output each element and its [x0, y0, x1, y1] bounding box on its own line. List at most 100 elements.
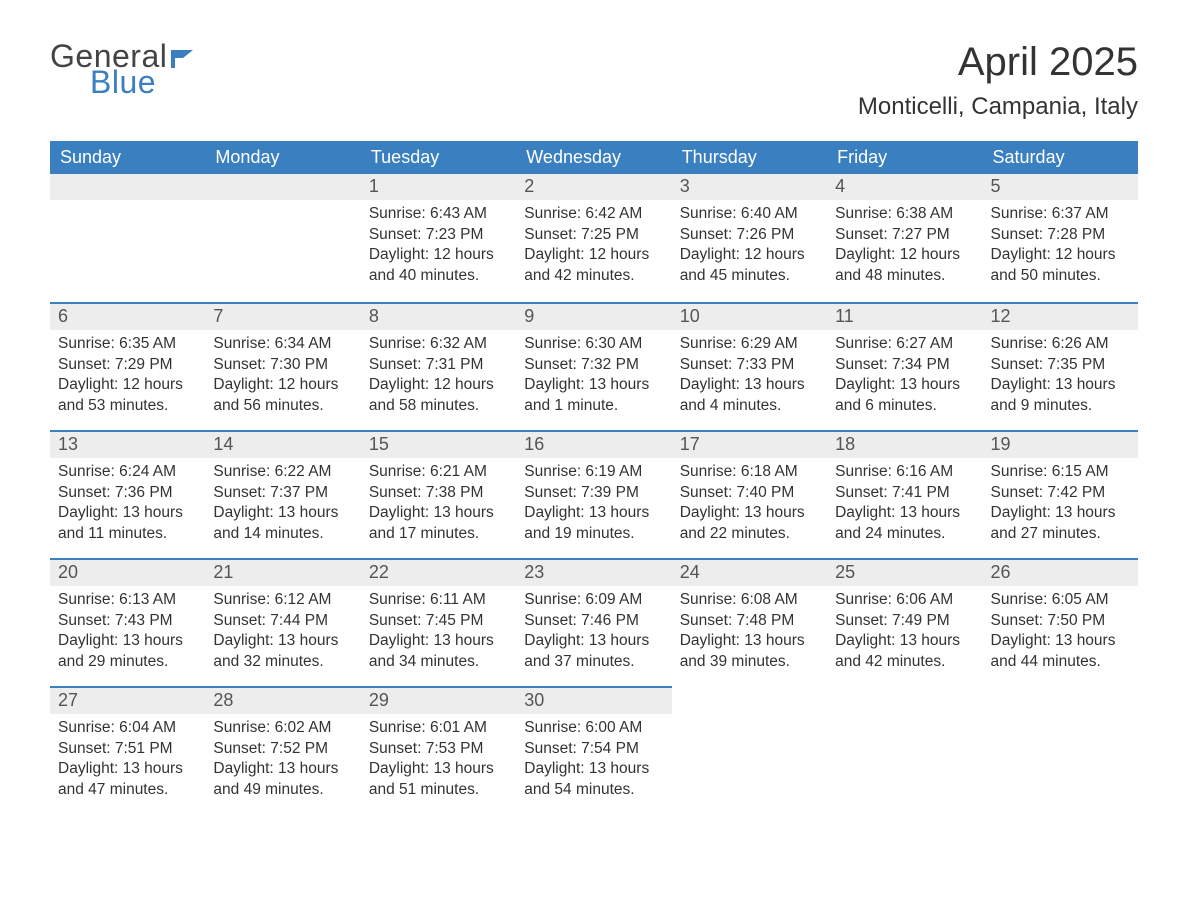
title-block: April 2025 Monticelli, Campania, Italy [858, 40, 1138, 121]
calendar-cell: 23Sunrise: 6:09 AMSunset: 7:46 PMDayligh… [516, 558, 671, 686]
sunrise-line: Sunrise: 6:02 AM [213, 718, 352, 739]
sunset-line: Sunset: 7:31 PM [369, 355, 508, 376]
calendar-cell: 7Sunrise: 6:34 AMSunset: 7:30 PMDaylight… [205, 302, 360, 430]
sunrise-line: Sunrise: 6:19 AM [524, 462, 663, 483]
calendar-cell: 22Sunrise: 6:11 AMSunset: 7:45 PMDayligh… [361, 558, 516, 686]
calendar-cell [827, 686, 982, 814]
sunrise-line: Sunrise: 6:08 AM [680, 590, 819, 611]
day-body: Sunrise: 6:16 AMSunset: 7:41 PMDaylight:… [827, 458, 982, 550]
sunrise-line: Sunrise: 6:27 AM [835, 334, 974, 355]
sunrise-line: Sunrise: 6:30 AM [524, 334, 663, 355]
day-body: Sunrise: 6:34 AMSunset: 7:30 PMDaylight:… [205, 330, 360, 422]
sunset-line: Sunset: 7:38 PM [369, 483, 508, 504]
sunrise-line: Sunrise: 6:40 AM [680, 204, 819, 225]
logo-text: General Blue [50, 40, 195, 98]
day-number: 15 [361, 430, 516, 458]
calendar-cell: 19Sunrise: 6:15 AMSunset: 7:42 PMDayligh… [983, 430, 1138, 558]
sunrise-line: Sunrise: 6:32 AM [369, 334, 508, 355]
calendar-cell [983, 686, 1138, 814]
sunrise-line: Sunrise: 6:13 AM [58, 590, 197, 611]
calendar-cell: 1Sunrise: 6:43 AMSunset: 7:23 PMDaylight… [361, 174, 516, 302]
month-title: April 2025 [858, 40, 1138, 85]
sunset-line: Sunset: 7:52 PM [213, 739, 352, 760]
calendar-row: 1Sunrise: 6:43 AMSunset: 7:23 PMDaylight… [50, 174, 1138, 302]
calendar-cell: 8Sunrise: 6:32 AMSunset: 7:31 PMDaylight… [361, 302, 516, 430]
calendar-cell: 21Sunrise: 6:12 AMSunset: 7:44 PMDayligh… [205, 558, 360, 686]
daylight-line: Daylight: 13 hours and 4 minutes. [680, 375, 819, 417]
day-number: 8 [361, 302, 516, 330]
col-sunday: Sunday [50, 141, 205, 174]
day-number: 24 [672, 558, 827, 586]
sunset-line: Sunset: 7:43 PM [58, 611, 197, 632]
sunrise-line: Sunrise: 6:24 AM [58, 462, 197, 483]
calendar-cell: 15Sunrise: 6:21 AMSunset: 7:38 PMDayligh… [361, 430, 516, 558]
day-body: Sunrise: 6:27 AMSunset: 7:34 PMDaylight:… [827, 330, 982, 422]
col-saturday: Saturday [983, 141, 1138, 174]
daylight-line: Daylight: 13 hours and 42 minutes. [835, 631, 974, 673]
day-number: 7 [205, 302, 360, 330]
daylight-line: Daylight: 13 hours and 32 minutes. [213, 631, 352, 673]
daylight-line: Daylight: 13 hours and 14 minutes. [213, 503, 352, 545]
calendar-cell: 13Sunrise: 6:24 AMSunset: 7:36 PMDayligh… [50, 430, 205, 558]
sunrise-line: Sunrise: 6:42 AM [524, 204, 663, 225]
col-tuesday: Tuesday [361, 141, 516, 174]
calendar-cell: 6Sunrise: 6:35 AMSunset: 7:29 PMDaylight… [50, 302, 205, 430]
day-number: 14 [205, 430, 360, 458]
day-number: 19 [983, 430, 1138, 458]
day-number: 9 [516, 302, 671, 330]
sunrise-line: Sunrise: 6:38 AM [835, 204, 974, 225]
sunrise-line: Sunrise: 6:11 AM [369, 590, 508, 611]
day-body: Sunrise: 6:02 AMSunset: 7:52 PMDaylight:… [205, 714, 360, 806]
sunset-line: Sunset: 7:45 PM [369, 611, 508, 632]
sunrise-line: Sunrise: 6:06 AM [835, 590, 974, 611]
daylight-line: Daylight: 13 hours and 37 minutes. [524, 631, 663, 673]
calendar-cell: 2Sunrise: 6:42 AMSunset: 7:25 PMDaylight… [516, 174, 671, 302]
sunset-line: Sunset: 7:32 PM [524, 355, 663, 376]
day-body: Sunrise: 6:11 AMSunset: 7:45 PMDaylight:… [361, 586, 516, 678]
calendar-cell: 14Sunrise: 6:22 AMSunset: 7:37 PMDayligh… [205, 430, 360, 558]
day-body: Sunrise: 6:35 AMSunset: 7:29 PMDaylight:… [50, 330, 205, 422]
day-number: 6 [50, 302, 205, 330]
day-number: 12 [983, 302, 1138, 330]
col-thursday: Thursday [672, 141, 827, 174]
day-number: 5 [983, 174, 1138, 200]
sunset-line: Sunset: 7:44 PM [213, 611, 352, 632]
calendar-row: 20Sunrise: 6:13 AMSunset: 7:43 PMDayligh… [50, 558, 1138, 686]
sunset-line: Sunset: 7:53 PM [369, 739, 508, 760]
day-body: Sunrise: 6:22 AMSunset: 7:37 PMDaylight:… [205, 458, 360, 550]
daylight-line: Daylight: 13 hours and 27 minutes. [991, 503, 1130, 545]
day-body: Sunrise: 6:38 AMSunset: 7:27 PMDaylight:… [827, 200, 982, 292]
calendar-cell [50, 174, 205, 302]
calendar-cell: 4Sunrise: 6:38 AMSunset: 7:27 PMDaylight… [827, 174, 982, 302]
day-body: Sunrise: 6:24 AMSunset: 7:36 PMDaylight:… [50, 458, 205, 550]
sunrise-line: Sunrise: 6:04 AM [58, 718, 197, 739]
day-number: 23 [516, 558, 671, 586]
day-number: 13 [50, 430, 205, 458]
calendar-cell: 18Sunrise: 6:16 AMSunset: 7:41 PMDayligh… [827, 430, 982, 558]
day-number: 29 [361, 686, 516, 714]
sunset-line: Sunset: 7:26 PM [680, 225, 819, 246]
sunset-line: Sunset: 7:27 PM [835, 225, 974, 246]
day-body: Sunrise: 6:00 AMSunset: 7:54 PMDaylight:… [516, 714, 671, 806]
calendar-cell: 3Sunrise: 6:40 AMSunset: 7:26 PMDaylight… [672, 174, 827, 302]
day-number: 4 [827, 174, 982, 200]
calendar-table: Sunday Monday Tuesday Wednesday Thursday… [50, 141, 1138, 814]
weekday-header-row: Sunday Monday Tuesday Wednesday Thursday… [50, 141, 1138, 174]
day-body: Sunrise: 6:43 AMSunset: 7:23 PMDaylight:… [361, 200, 516, 292]
day-body: Sunrise: 6:42 AMSunset: 7:25 PMDaylight:… [516, 200, 671, 292]
day-body: Sunrise: 6:37 AMSunset: 7:28 PMDaylight:… [983, 200, 1138, 292]
sunset-line: Sunset: 7:37 PM [213, 483, 352, 504]
sunset-line: Sunset: 7:28 PM [991, 225, 1130, 246]
sunset-line: Sunset: 7:50 PM [991, 611, 1130, 632]
daylight-line: Daylight: 12 hours and 56 minutes. [213, 375, 352, 417]
calendar-cell: 16Sunrise: 6:19 AMSunset: 7:39 PMDayligh… [516, 430, 671, 558]
day-number: 22 [361, 558, 516, 586]
page-header: General Blue April 2025 Monticelli, Camp… [50, 40, 1138, 121]
daylight-line: Daylight: 13 hours and 1 minute. [524, 375, 663, 417]
day-body: Sunrise: 6:12 AMSunset: 7:44 PMDaylight:… [205, 586, 360, 678]
sunrise-line: Sunrise: 6:34 AM [213, 334, 352, 355]
sunrise-line: Sunrise: 6:29 AM [680, 334, 819, 355]
sunrise-line: Sunrise: 6:00 AM [524, 718, 663, 739]
col-monday: Monday [205, 141, 360, 174]
sunset-line: Sunset: 7:40 PM [680, 483, 819, 504]
